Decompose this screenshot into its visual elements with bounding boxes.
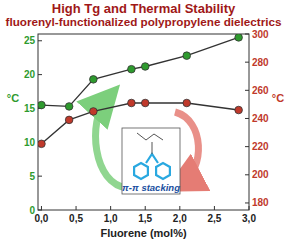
x-tick-label: 0,0 <box>35 213 49 224</box>
y-axis-label: °C <box>7 92 19 104</box>
point <box>90 76 98 84</box>
x-tick <box>249 206 250 210</box>
y2-tick-label: 200 <box>252 169 269 180</box>
series-line <box>42 103 239 144</box>
y-tick-label: 25 <box>24 35 36 46</box>
y2-tick <box>245 62 249 63</box>
x-tick <box>179 206 180 210</box>
x-tick <box>214 206 215 210</box>
y2-tick-label: 240 <box>252 113 269 124</box>
molecule-inset <box>122 128 180 194</box>
x-tick-label: 1,5 <box>138 213 152 224</box>
title: High Tg and Thermal Stability <box>52 1 236 16</box>
y-tick <box>38 40 42 41</box>
y-tick-label: 10 <box>24 137 36 148</box>
y-tick <box>38 74 42 75</box>
point <box>90 108 98 116</box>
y2-tick-label: 220 <box>252 141 269 152</box>
y-tick-label: 5 <box>29 171 35 182</box>
point <box>65 103 73 111</box>
y2-tick-label: 260 <box>252 85 269 96</box>
point <box>128 99 136 107</box>
series-line <box>42 37 239 106</box>
y-tick-label: 0 <box>29 205 35 216</box>
x-tick <box>110 206 111 210</box>
y-tick <box>38 210 42 211</box>
x-tick-label: 2,0 <box>173 213 187 224</box>
x-tick <box>145 206 146 210</box>
y2-tick <box>245 90 249 91</box>
y-tick-label: 15 <box>24 103 36 114</box>
y2-tick-label: 280 <box>252 57 269 68</box>
subtitle: fluorenyl-functionalized polypropylene d… <box>6 17 283 28</box>
x-tick-label: 1,0 <box>104 213 118 224</box>
point <box>141 63 149 71</box>
y2-tick-label: 300 <box>252 29 269 40</box>
point <box>183 52 191 60</box>
x-axis-label: Fluorene (mol%) <box>100 227 187 239</box>
point <box>235 106 243 114</box>
point <box>183 99 191 107</box>
point <box>128 65 136 73</box>
x-tick-label: 3,0 <box>242 213 256 224</box>
y2-axis-label: °C <box>272 92 284 104</box>
point <box>141 99 149 107</box>
x-tick-label: 0,5 <box>69 213 83 224</box>
annotation: π-π stacking <box>122 182 180 193</box>
y2-tick <box>245 118 249 119</box>
x-tick <box>76 206 77 210</box>
y-tick-label: 20 <box>24 69 36 80</box>
series-group <box>38 34 242 148</box>
y2-tick <box>245 174 249 175</box>
y2-tick <box>245 34 249 35</box>
chart: High Tg and Thermal Stabilityfluorenyl-f… <box>0 0 287 245</box>
point <box>65 116 73 124</box>
y2-tick-label: 180 <box>252 197 269 208</box>
y-tick <box>38 176 42 177</box>
plot-frame <box>38 34 249 210</box>
y2-tick <box>245 146 249 147</box>
y2-tick <box>245 202 249 203</box>
x-tick <box>41 206 42 210</box>
point <box>38 101 45 109</box>
point <box>235 34 243 41</box>
point <box>38 140 45 148</box>
x-tick-label: 2,5 <box>207 213 221 224</box>
